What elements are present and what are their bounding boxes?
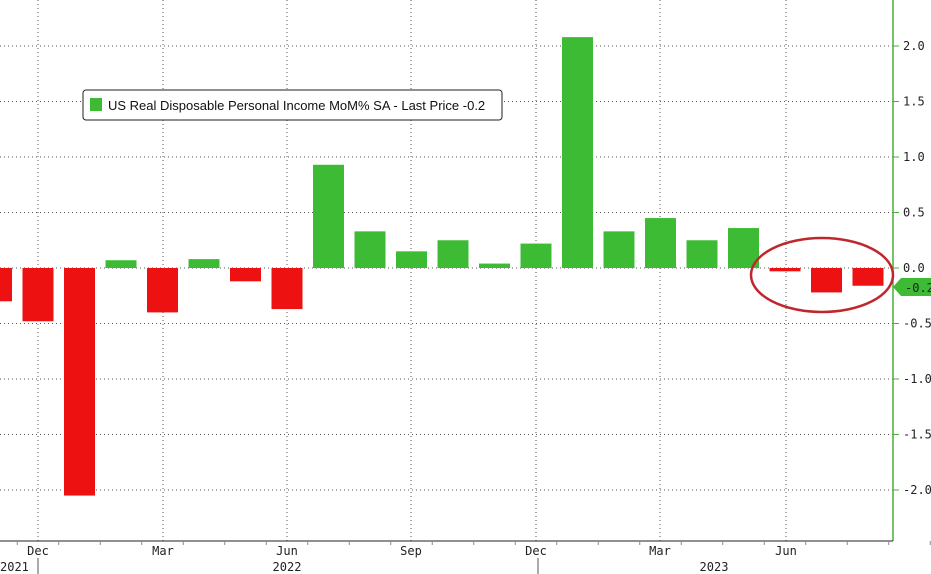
bar-jul-2023 (811, 268, 842, 293)
last-price-label: -0.2 (905, 281, 931, 295)
x-axis: Dec Mar Jun Sep Dec Mar Jun 2021 2022 2023 (0, 540, 931, 574)
y-tick-label: -1.0 (903, 372, 931, 386)
bar-nov-2021 (0, 268, 12, 302)
x-year-label: 2023 (700, 560, 729, 574)
highlight-circle (749, 236, 895, 314)
x-year-label: 2021 (0, 560, 29, 574)
y-tick-label: -0.5 (903, 317, 931, 331)
bar-dec-2021 (22, 268, 54, 322)
bar-may-2022 (230, 268, 261, 282)
gridlines (0, 0, 893, 541)
bar-apr-2023 (686, 240, 718, 268)
y-tick-label: 0.0 (903, 261, 925, 275)
bar-jun-2023 (769, 268, 801, 272)
y-tick-label: -2.0 (903, 483, 931, 497)
x-month-label: Dec (27, 544, 49, 558)
bar-jul-2022 (313, 164, 344, 268)
x-month-label: Dec (525, 544, 547, 558)
bar-jan-2023 (562, 37, 593, 269)
bar-aug-2022 (354, 231, 386, 268)
legend-label: US Real Disposable Personal Income MoM% … (108, 98, 485, 113)
bar-jun-2022 (271, 268, 303, 310)
bar-sep-2022 (396, 251, 427, 268)
y-axis: 2.0 1.5 1.0 0.5 0.0 -0.5 -1.0 -1.5 -2.0 (892, 0, 931, 541)
bar-feb-2023 (603, 231, 635, 268)
x-month-label: Mar (152, 544, 174, 558)
bar-oct-2022 (437, 240, 469, 268)
bar-apr-2022 (188, 259, 220, 268)
y-tick-label: 0.5 (903, 206, 925, 220)
bar-may-2023 (728, 228, 759, 268)
x-month-label: Jun (775, 544, 797, 558)
y-tick-label: 1.0 (903, 150, 925, 164)
bar-jan-2022 (64, 268, 95, 496)
bar-feb-2022 (105, 260, 137, 268)
bar-aug-2023 (852, 268, 884, 286)
legend: US Real Disposable Personal Income MoM% … (82, 89, 503, 121)
bars (0, 37, 884, 496)
y-tick-label: 2.0 (903, 39, 925, 53)
legend-swatch (90, 98, 102, 111)
y-tick-label: 1.5 (903, 95, 925, 109)
bar-nov-2022 (479, 263, 510, 268)
x-month-label: Jun (276, 544, 298, 558)
bar-mar-2022 (147, 268, 178, 313)
last-price-tag: -0.2 (893, 278, 931, 296)
bar-dec-2022 (520, 243, 552, 268)
x-year-label: 2022 (273, 560, 302, 574)
y-tick-label: -1.5 (903, 428, 931, 442)
x-month-label: Mar (649, 544, 671, 558)
bar-mar-2023 (645, 218, 676, 268)
x-month-label: Sep (400, 544, 422, 558)
